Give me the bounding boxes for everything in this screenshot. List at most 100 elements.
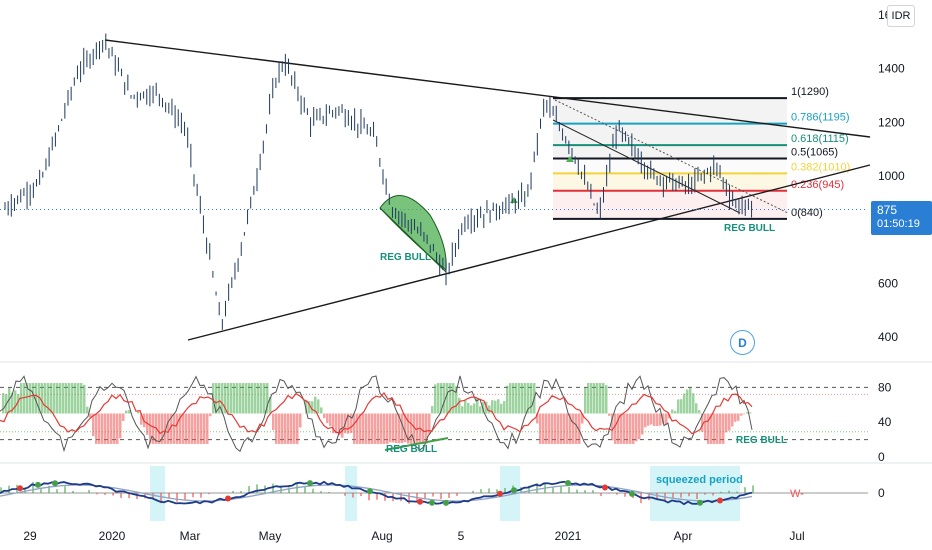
- x-tick-label: Mar: [180, 529, 201, 543]
- osc-histogram-bar: [569, 413, 572, 444]
- x-tick-label: 2021: [555, 529, 582, 543]
- macd-histogram-bar: [688, 493, 690, 497]
- dividends-marker-button[interactable]: D: [730, 330, 755, 355]
- macd-histogram-bar: [488, 488, 490, 493]
- osc-histogram-bar: [32, 383, 35, 414]
- osc-histogram-bar: [713, 413, 716, 444]
- osc-histogram-bar: [167, 413, 170, 444]
- osc-histogram-bar: [674, 410, 677, 414]
- osc-histogram-bar: [521, 383, 524, 414]
- osc-histogram-bar: [539, 413, 542, 444]
- osc-histogram-bar: [398, 413, 401, 444]
- osc-histogram-bar: [473, 403, 476, 414]
- osc-histogram-bar: [122, 413, 125, 421]
- osc-histogram-bar: [296, 413, 299, 444]
- osc-histogram-bar: [26, 383, 29, 414]
- osc-histogram-bar: [236, 383, 239, 414]
- osc-histogram-bar: [686, 389, 689, 414]
- osc-histogram-bar: [632, 413, 635, 444]
- osc-histogram-bar: [641, 413, 644, 435]
- osc-histogram-bar: [74, 383, 77, 414]
- osc-histogram-bar: [593, 383, 596, 414]
- osc-histogram-bar: [488, 405, 491, 414]
- osc-histogram-bar: [290, 413, 293, 444]
- macd-cross-dot: [717, 497, 723, 504]
- osc-histogram-bar: [746, 412, 749, 414]
- macd-histogram-bar: [328, 492, 330, 493]
- osc-histogram-bar: [35, 383, 38, 414]
- macd-cross-dot: [443, 499, 449, 506]
- osc-histogram-bar: [653, 413, 656, 427]
- macd-histogram-bar: [48, 485, 50, 493]
- osc-histogram-bar: [614, 413, 617, 444]
- osc-histogram-bar: [251, 383, 254, 414]
- price-tick-label: 400: [878, 330, 898, 344]
- osc-histogram-bar: [386, 413, 389, 444]
- signal-triangle: [566, 156, 574, 162]
- fib-band-mid: [553, 158, 787, 174]
- osc-histogram-bar: [332, 413, 335, 434]
- osc-histogram-bar: [86, 406, 89, 414]
- osc-histogram-bar: [371, 413, 374, 444]
- osc-histogram-bar: [455, 386, 458, 414]
- osc-histogram-bar: [404, 413, 407, 443]
- osc-histogram-bar: [425, 413, 428, 444]
- osc-histogram-bar: [161, 413, 164, 444]
- macd-histogram-bar: [176, 493, 178, 502]
- divergence-line: [379, 207, 447, 273]
- osc-histogram-bar: [95, 413, 98, 444]
- osc-histogram-bar: [353, 413, 356, 444]
- osc-histogram-bar: [566, 413, 569, 444]
- osc-histogram-bar: [518, 383, 521, 414]
- osc-histogram-bar: [41, 383, 44, 414]
- macd-cross-dot: [35, 481, 41, 488]
- osc-histogram-bar: [104, 413, 107, 444]
- osc-histogram-bar: [200, 413, 203, 444]
- osc-histogram-bar: [458, 397, 461, 414]
- macd-histogram-bar: [400, 493, 402, 502]
- macd-histogram-bar: [536, 483, 538, 493]
- macd-histogram-bar: [472, 490, 474, 493]
- osc-histogram-bar: [110, 413, 113, 444]
- w-minus-label: W-: [790, 488, 804, 500]
- reg-bull-label-2: REG BULL: [724, 223, 775, 234]
- osc-histogram-bar: [737, 413, 740, 421]
- fib-level-label: 0.5(1065): [791, 147, 838, 159]
- osc-histogram-bar: [563, 413, 566, 444]
- macd-histogram-bar: [736, 491, 738, 493]
- x-tick-label: 5: [458, 529, 465, 543]
- osc-histogram-bar: [260, 383, 263, 414]
- osc-histogram-bar: [179, 413, 182, 444]
- osc-histogram-bar: [320, 407, 323, 414]
- macd-histogram-bar: [360, 493, 362, 496]
- osc-histogram-bar: [524, 383, 527, 414]
- reg-bull-label-3: REG BULL: [386, 444, 437, 455]
- osc-histogram-bar: [512, 383, 515, 414]
- osc-histogram-bar: [716, 413, 719, 444]
- osc-histogram-bar: [626, 413, 629, 444]
- macd-cross-dot: [307, 480, 313, 487]
- macd-histogram-bar: [160, 493, 162, 504]
- macd-histogram-bar: [240, 490, 242, 493]
- osc-histogram-bar: [146, 413, 149, 435]
- osc-histogram-bar: [506, 385, 509, 414]
- osc-histogram-bar: [380, 413, 383, 444]
- dotted-trendline: [554, 99, 789, 214]
- osc-histogram-bar: [491, 400, 494, 414]
- osc-histogram-bar: [422, 413, 425, 444]
- osc-histogram-bar: [689, 387, 692, 414]
- osc-histogram-bar: [92, 413, 95, 437]
- reg-bull-label-4: REG BULL: [736, 435, 787, 446]
- macd-histogram-bar: [680, 493, 682, 498]
- currency-badge[interactable]: IDR: [887, 5, 915, 27]
- osc-tick-label: 80: [878, 380, 892, 394]
- signal-triangle: [510, 197, 518, 203]
- osc-histogram-bar: [287, 413, 290, 444]
- osc-histogram-bar: [197, 413, 200, 444]
- macd-tick-label: 0: [878, 486, 885, 500]
- macd-histogram-bar: [352, 493, 354, 498]
- macd-histogram-bar: [728, 490, 730, 493]
- osc-histogram-bar: [107, 413, 110, 444]
- macd-histogram-bar: [344, 493, 346, 496]
- osc-histogram-bar: [308, 401, 311, 414]
